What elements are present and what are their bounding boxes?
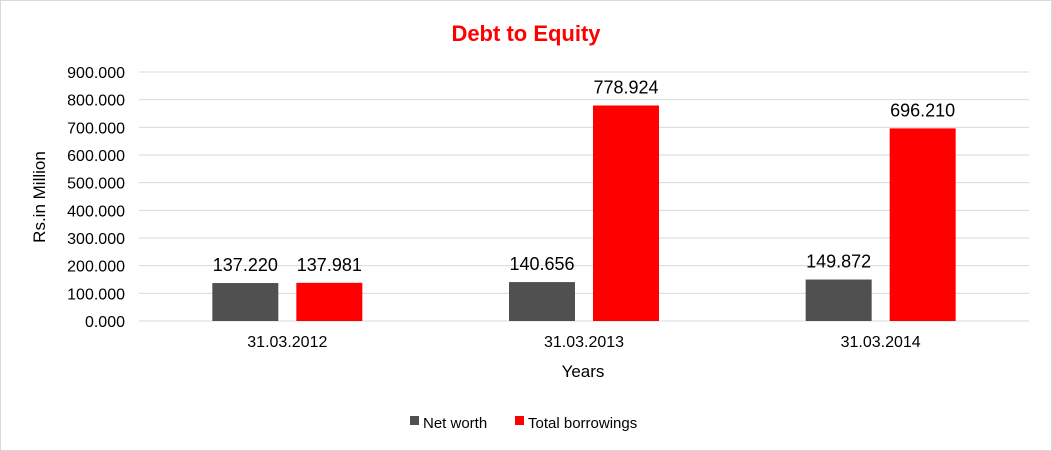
x-tick-label: 31.03.2014 (841, 334, 921, 351)
chart-title: Debt to Equity (451, 21, 601, 46)
data-labels: 137.220 137.981 140.656 778.924 149.872 696.2… (213, 77, 955, 275)
data-label: 137.981 (297, 255, 362, 275)
data-label: 149.872 (806, 252, 871, 272)
legend-entry: Net worth (423, 415, 487, 432)
x-tick-label: 31.03.2012 (247, 334, 327, 351)
legend-swatch (515, 416, 524, 425)
legend-entry: Total borrowings (528, 415, 637, 432)
y-tick-label: 900.000 (67, 65, 125, 82)
y-tick-label: 100.000 (67, 286, 125, 303)
y-tick-label: 200.000 (67, 259, 125, 276)
data-label: 140.656 (509, 254, 574, 274)
y-axis-ticks: 0.000 100.000 200.000 300.000 400.000 500.000… (67, 65, 125, 331)
y-tick-label: 800.000 (67, 93, 125, 110)
y-tick-label: 500.000 (67, 176, 125, 193)
legend-swatch (410, 416, 419, 425)
bar (509, 282, 575, 321)
y-tick-label: 700.000 (67, 120, 125, 137)
x-axis-ticks: 31.03.2012 31.03.2013 31.03.2014 (247, 334, 921, 351)
bar (890, 128, 956, 321)
bar (212, 283, 278, 321)
x-axis-title: Years (562, 362, 605, 381)
data-label: 778.924 (593, 77, 658, 97)
y-tick-label: 400.000 (67, 203, 125, 220)
legend: Net worth Total borrowings (410, 415, 637, 432)
data-label: 137.220 (213, 255, 278, 275)
y-tick-label: 300.000 (67, 231, 125, 248)
bar (296, 283, 362, 321)
y-tick-label: 600.000 (67, 148, 125, 165)
bar (593, 105, 659, 321)
bar (806, 280, 872, 321)
data-label: 696.210 (890, 100, 955, 120)
y-tick-label: 0.000 (85, 314, 125, 331)
x-tick-label: 31.03.2013 (544, 334, 624, 351)
bars (212, 105, 955, 321)
y-axis-title: Rs.in Million (30, 151, 49, 243)
